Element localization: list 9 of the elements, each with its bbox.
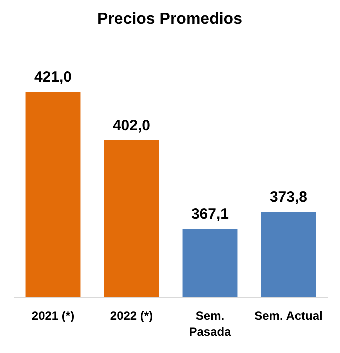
data-label: 421,0 <box>34 69 72 86</box>
data-label: 373,8 <box>270 189 308 206</box>
chart-title: Precios Promedios <box>98 11 243 28</box>
x-tick-label: 2022 (*) <box>110 309 154 323</box>
data-label: 402,0 <box>112 117 151 134</box>
x-tick-label: 2021 (*) <box>32 309 75 323</box>
x-tick-label: Sem. Actual <box>254 309 323 323</box>
x-tick-label: Sem. Pasada <box>189 309 232 339</box>
data-label: 367,1 <box>191 206 230 224</box>
